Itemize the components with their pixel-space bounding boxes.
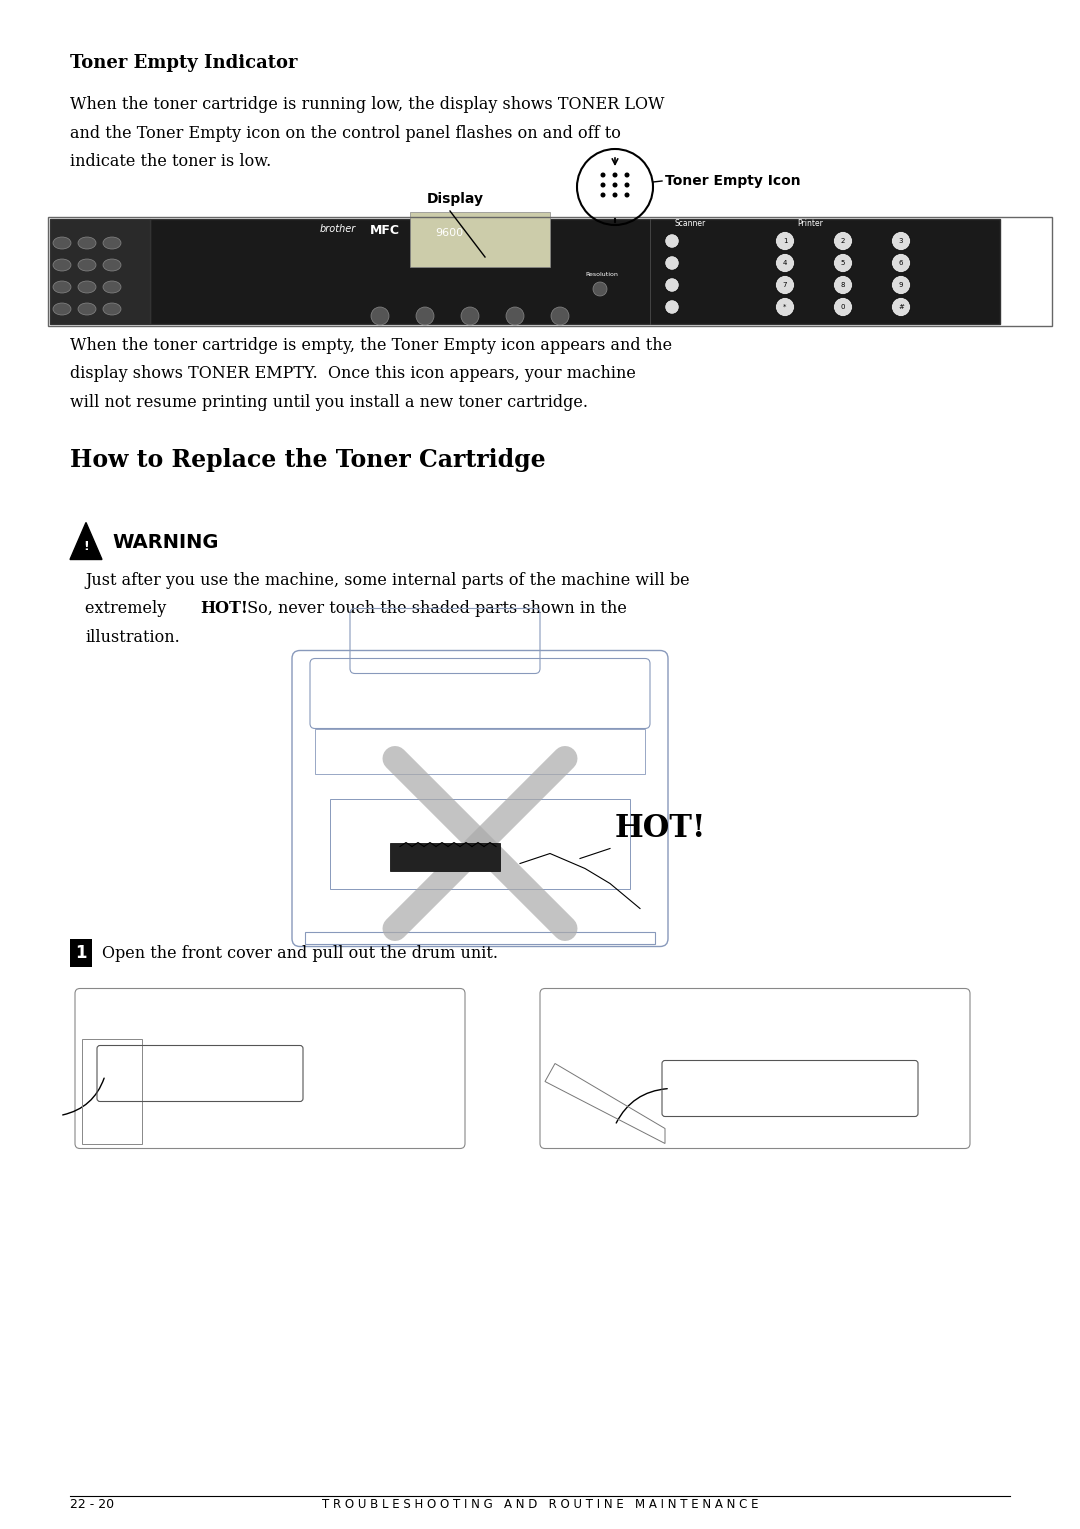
Text: Resolution: Resolution bbox=[585, 272, 618, 277]
Text: *: * bbox=[783, 304, 786, 310]
Circle shape bbox=[834, 231, 852, 251]
Text: 22 - 20: 22 - 20 bbox=[70, 1498, 114, 1511]
Ellipse shape bbox=[78, 258, 96, 271]
Text: 0: 0 bbox=[840, 304, 846, 310]
Text: 3: 3 bbox=[899, 239, 903, 245]
Circle shape bbox=[775, 298, 795, 317]
Text: will not resume printing until you install a new toner cartridge.: will not resume printing until you insta… bbox=[70, 394, 588, 411]
FancyBboxPatch shape bbox=[150, 219, 1000, 324]
Text: Scanner: Scanner bbox=[674, 220, 705, 228]
Circle shape bbox=[461, 307, 480, 326]
Text: Just after you use the machine, some internal parts of the machine will be: Just after you use the machine, some int… bbox=[85, 572, 690, 589]
Text: 4: 4 bbox=[783, 260, 787, 266]
Circle shape bbox=[602, 173, 605, 177]
Text: 6: 6 bbox=[899, 260, 903, 266]
Text: T R O U B L E S H O O T I N G   A N D   R O U T I N E   M A I N T E N A N C E: T R O U B L E S H O O T I N G A N D R O … bbox=[322, 1498, 758, 1511]
Circle shape bbox=[891, 298, 910, 317]
Ellipse shape bbox=[78, 237, 96, 249]
Circle shape bbox=[551, 307, 569, 326]
Text: 8: 8 bbox=[840, 281, 846, 287]
Circle shape bbox=[625, 193, 629, 197]
Text: 2: 2 bbox=[841, 239, 846, 245]
Circle shape bbox=[891, 275, 910, 295]
Circle shape bbox=[665, 255, 679, 271]
Circle shape bbox=[775, 231, 795, 251]
Circle shape bbox=[665, 300, 679, 313]
Text: and the Toner Empty icon on the control panel flashes on and off to: and the Toner Empty icon on the control … bbox=[70, 124, 621, 142]
Circle shape bbox=[891, 231, 910, 251]
Text: Function: Function bbox=[368, 329, 392, 333]
Circle shape bbox=[665, 278, 679, 292]
Ellipse shape bbox=[78, 281, 96, 294]
Text: Toner Empty Icon: Toner Empty Icon bbox=[665, 174, 800, 188]
Ellipse shape bbox=[103, 258, 121, 271]
Circle shape bbox=[665, 234, 679, 248]
Text: →: → bbox=[513, 329, 517, 333]
Text: 9600: 9600 bbox=[435, 228, 463, 239]
Text: display shows TONER EMPTY.  Once this icon appears, your machine: display shows TONER EMPTY. Once this ico… bbox=[70, 365, 636, 382]
Ellipse shape bbox=[103, 281, 121, 294]
Circle shape bbox=[834, 254, 852, 272]
Text: MFC: MFC bbox=[370, 225, 400, 237]
Text: HOT!: HOT! bbox=[200, 599, 248, 618]
Text: Display: Display bbox=[427, 193, 484, 206]
Circle shape bbox=[891, 254, 910, 272]
Text: #: # bbox=[899, 304, 904, 310]
Circle shape bbox=[416, 307, 434, 326]
Ellipse shape bbox=[53, 303, 71, 315]
Ellipse shape bbox=[103, 303, 121, 315]
Text: 7: 7 bbox=[783, 281, 787, 287]
Circle shape bbox=[372, 307, 389, 326]
Text: extremely: extremely bbox=[85, 599, 172, 618]
Circle shape bbox=[613, 173, 617, 177]
Circle shape bbox=[593, 281, 607, 297]
Circle shape bbox=[602, 193, 605, 197]
Circle shape bbox=[775, 254, 795, 272]
Text: When the toner cartridge is running low, the display shows TONER LOW: When the toner cartridge is running low,… bbox=[70, 96, 664, 113]
FancyBboxPatch shape bbox=[70, 939, 92, 966]
Polygon shape bbox=[70, 523, 102, 560]
FancyBboxPatch shape bbox=[50, 219, 150, 324]
Text: How to Replace the Toner Cartridge: How to Replace the Toner Cartridge bbox=[70, 448, 545, 471]
Text: Toner Empty Indicator: Toner Empty Indicator bbox=[70, 54, 297, 72]
Circle shape bbox=[613, 193, 617, 197]
Text: 1: 1 bbox=[76, 943, 86, 962]
Circle shape bbox=[834, 298, 852, 317]
Ellipse shape bbox=[103, 237, 121, 249]
Text: Clear: Clear bbox=[553, 329, 567, 333]
Text: 5: 5 bbox=[841, 260, 846, 266]
Circle shape bbox=[507, 307, 524, 326]
Text: indicate the toner is low.: indicate the toner is low. bbox=[70, 153, 271, 170]
Text: When the toner cartridge is empty, the Toner Empty icon appears and the: When the toner cartridge is empty, the T… bbox=[70, 336, 672, 355]
Ellipse shape bbox=[53, 281, 71, 294]
Text: HOT!: HOT! bbox=[615, 813, 706, 844]
FancyBboxPatch shape bbox=[410, 213, 550, 268]
Text: WARNING: WARNING bbox=[112, 532, 218, 552]
Ellipse shape bbox=[53, 237, 71, 249]
Text: Set: Set bbox=[465, 329, 474, 333]
Text: So, never touch the shaded parts shown in the: So, never touch the shaded parts shown i… bbox=[242, 599, 626, 618]
Text: illustration.: illustration. bbox=[85, 628, 179, 645]
Circle shape bbox=[625, 173, 629, 177]
Text: Open the front cover and pull out the drum unit.: Open the front cover and pull out the dr… bbox=[102, 945, 498, 962]
Text: Printer: Printer bbox=[797, 220, 823, 228]
FancyBboxPatch shape bbox=[390, 842, 500, 870]
Text: 1: 1 bbox=[783, 239, 787, 245]
Circle shape bbox=[625, 183, 629, 187]
Circle shape bbox=[613, 183, 617, 187]
Ellipse shape bbox=[53, 258, 71, 271]
Circle shape bbox=[775, 275, 795, 295]
Circle shape bbox=[834, 275, 852, 295]
Ellipse shape bbox=[78, 303, 96, 315]
Text: !: ! bbox=[83, 540, 89, 553]
Text: ←: ← bbox=[422, 329, 428, 333]
Text: brother: brother bbox=[320, 225, 356, 234]
Circle shape bbox=[602, 183, 605, 187]
Text: 9: 9 bbox=[899, 281, 903, 287]
